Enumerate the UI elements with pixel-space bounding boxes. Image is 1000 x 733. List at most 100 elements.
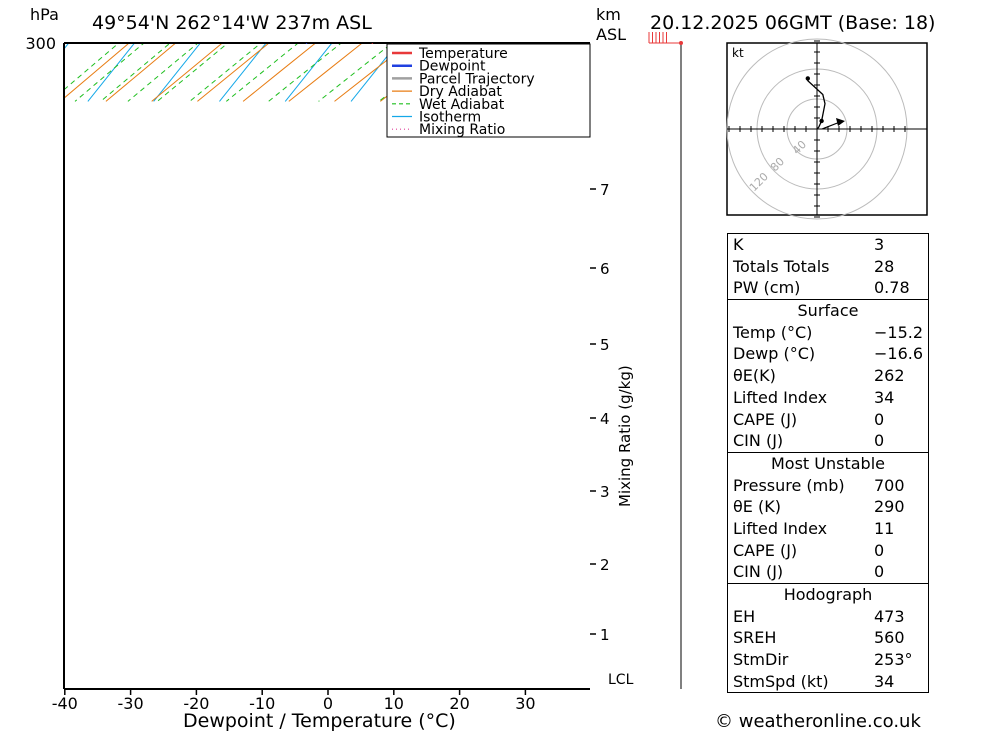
hodograph-stat-value: 473 [874,606,905,626]
height-unit-asl: ASL [596,25,626,44]
index-value: 0.78 [874,278,910,298]
hodograph-trace [807,78,826,130]
most-unstable-row: CAPE (J) 0 [728,540,928,562]
x-tick-label: -20 [183,694,209,713]
height-unit-km: km [596,5,621,24]
hodograph-stats-title: Hodograph [728,583,928,606]
surface-label: Lifted Index [733,387,828,407]
pressure-tick-label: 300 [25,34,56,53]
surface-row: CIN (J) 0 [728,430,928,452]
legend-label: Wet Adiabat [419,97,505,113]
surface-label: Temp (°C) [733,322,813,342]
most-unstable-value: 290 [874,497,905,517]
hodograph-stat-label: SREH [733,628,777,648]
hodograph-stat-value: 34 [874,671,895,691]
isotherm-line [943,0,1000,101]
indices-table: K 3 Totals Totals 28 PW (cm) 0.78 Surface Tem… [727,233,929,694]
surface-label: CAPE (J) [733,409,798,429]
surface-row: Dewp (°C) −16.6 [728,343,928,365]
index-label: PW (cm) [733,278,801,298]
surface-value: −16.6 [874,344,924,364]
surface-value: 34 [874,387,895,407]
most-unstable-row: θE (K) 290 [728,496,928,518]
legend-label: Dry Adiabat [419,84,502,100]
x-axis-title: Dewpoint / Temperature (°C) [183,710,456,732]
legend-label: Mixing Ratio [419,122,505,138]
x-tick-label: -10 [249,694,275,713]
mixing-ratio-axis-title: Mixing Ratio (g/kg) [616,365,634,507]
hodograph-stat-row: StmSpd (kt) 34 [728,671,928,693]
hodograph-stat-row: EH 473 [728,606,928,628]
hodograph-unit: kt [732,46,744,60]
height-tick-label: 1 [600,626,610,644]
x-tick-label: 10 [384,694,404,713]
index-label: Totals Totals [733,256,830,276]
surface-value: 0 [874,409,885,429]
hodograph-end-dot [805,76,810,81]
index-row: PW (cm) 0.78 [728,277,928,299]
most-unstable-value: 0 [874,562,885,582]
height-tick-label: 5 [600,336,610,354]
storm-motion-line [821,121,841,130]
x-tick-label: 30 [515,694,535,713]
legend-label: Dewpoint [419,59,486,75]
surface-value: 262 [874,366,905,386]
most-unstable-row: Lifted Index 11 [728,518,928,540]
surface-row: θE(K) 262 [728,365,928,387]
index-label: K [733,235,744,254]
most-unstable-label: CIN (J) [733,562,784,582]
legend-label: Parcel Trajectory [419,71,535,87]
surface-value: −15.2 [874,322,924,342]
most-unstable-value: 0 [874,540,885,560]
most-unstable-label: Pressure (mb) [733,475,845,495]
location-title: 49°54'N 262°14'W 237m ASL [92,12,372,34]
datetime-title: 20.12.2025 06GMT (Base: 18) [650,12,935,34]
pressure-unit-label: hPa [30,5,59,24]
hodograph-stat-label: EH [733,606,756,626]
legend-label: Isotherm [419,110,481,126]
most-unstable-label: Lifted Index [733,518,828,538]
lcl-label: LCL [608,672,634,688]
most-unstable-row: Pressure (mb) 700 [728,475,928,497]
height-tick-label: 3 [600,483,610,501]
x-tick-label: -30 [118,694,144,713]
copyright: © weatheronline.co.uk [715,711,921,732]
surface-row: Lifted Index 34 [728,387,928,409]
most-unstable-row: CIN (J) 0 [728,561,928,583]
height-tick-label: 4 [600,410,610,428]
x-tick-label: 20 [449,694,469,713]
dry-adiabat-line [975,0,1000,101]
surface-title: Surface [728,299,928,322]
hodograph-stat-label: StmDir [733,650,789,670]
hodograph-stat-value: 253° [874,650,913,670]
surface-row: Temp (°C) −15.2 [728,322,928,344]
surface-value: 0 [874,431,885,451]
surface-row: CAPE (J) 0 [728,409,928,431]
most-unstable-title: Most Unstable [728,451,928,475]
hodograph-stat-row: StmDir 253° [728,649,928,671]
most-unstable-label: CAPE (J) [733,540,798,560]
x-tick-label: -40 [52,694,78,713]
index-row: Totals Totals 28 [728,256,928,278]
hodograph-stat-label: StmSpd (kt) [733,671,829,691]
surface-label: θE(K) [733,366,776,386]
storm-motion-arrow [836,118,845,126]
index-value: 3 [874,235,885,254]
surface-label: CIN (J) [733,431,784,451]
hodograph-stat-value: 560 [874,628,905,648]
index-value: 28 [874,256,895,276]
height-tick-label: 6 [600,260,610,278]
surface-label: Dewp (°C) [733,344,816,364]
most-unstable-value: 11 [874,518,895,538]
most-unstable-label: θE (K) [733,497,781,517]
most-unstable-value: 700 [874,475,905,495]
hodograph-point-dot [819,118,824,124]
height-tick-label: 2 [600,556,610,574]
x-tick-label: 0 [323,694,333,713]
hodograph-stat-row: SREH 560 [728,627,928,649]
dry-adiabat-line [929,0,1000,101]
